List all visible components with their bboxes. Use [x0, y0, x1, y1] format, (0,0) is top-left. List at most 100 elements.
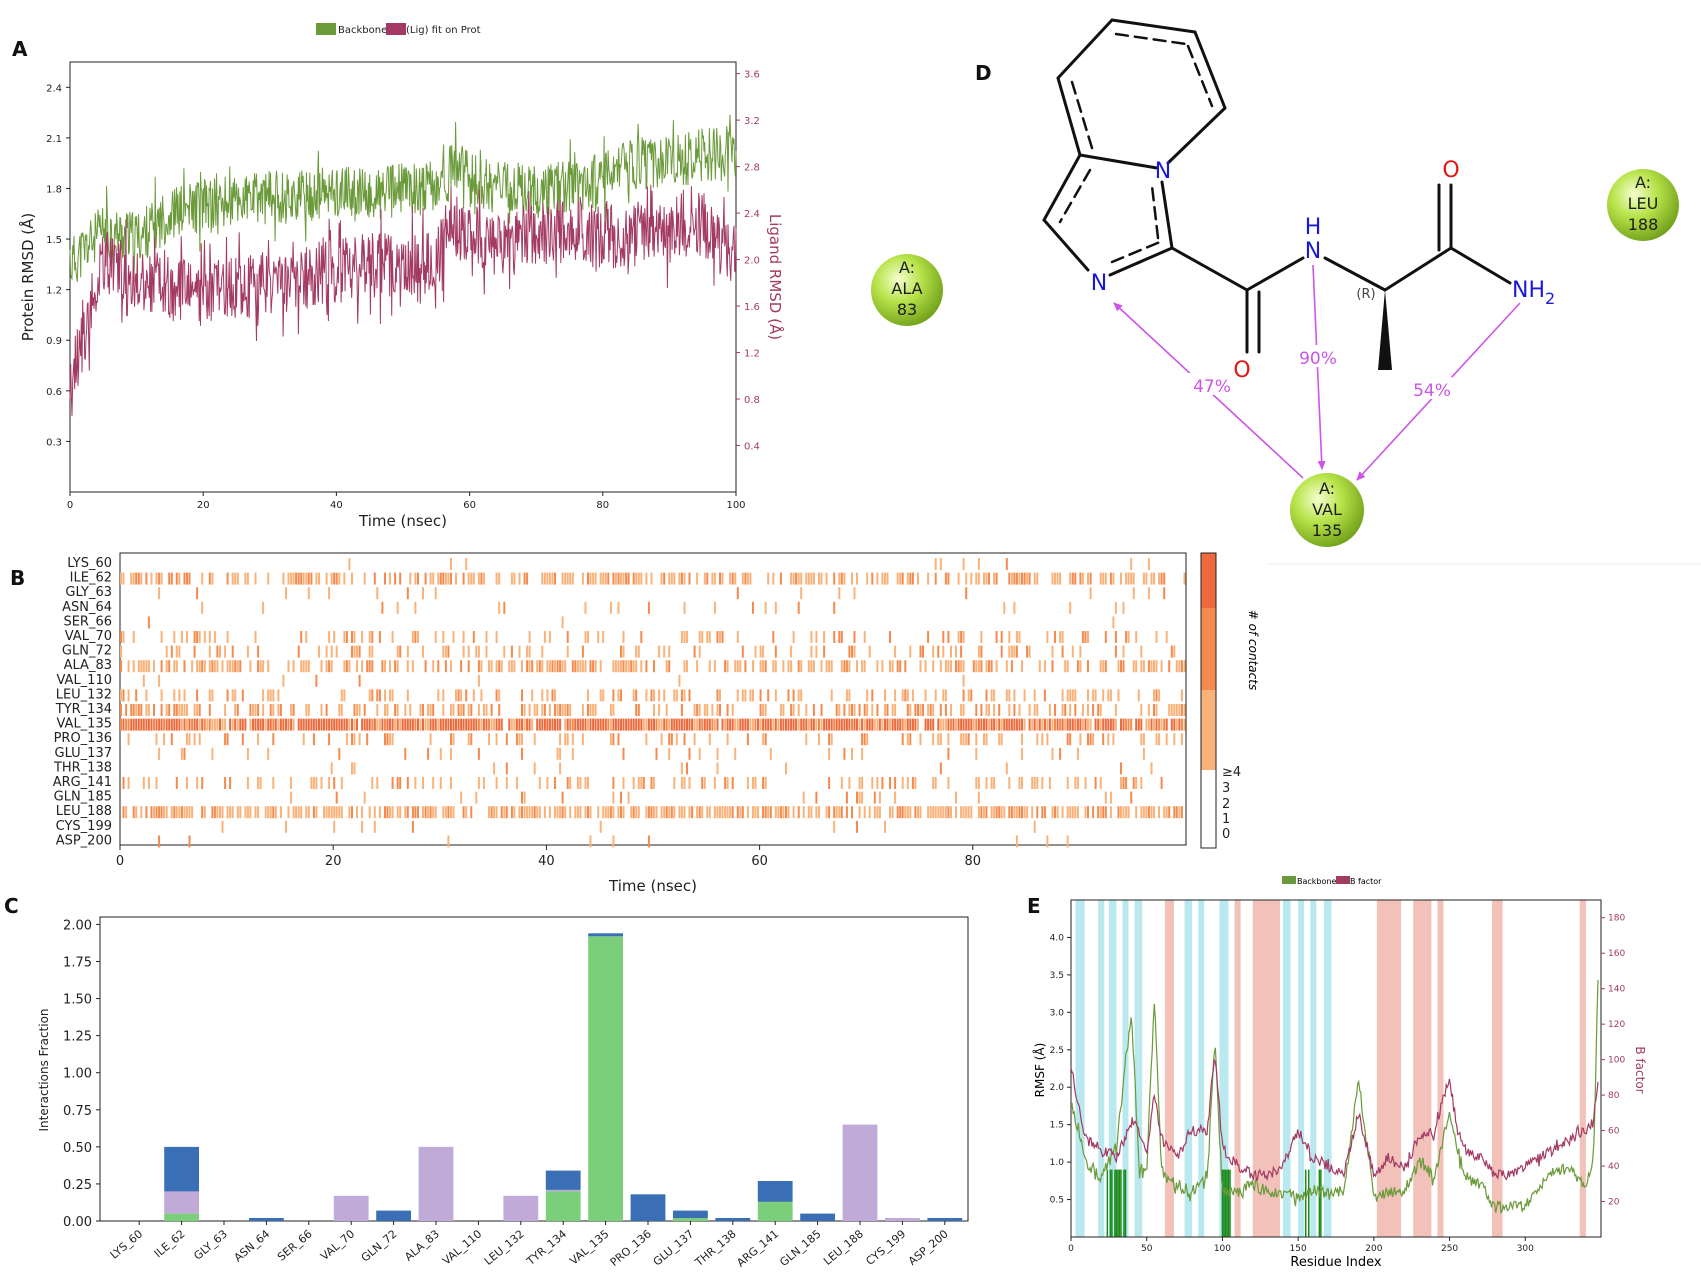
heatmap-contact: [526, 572, 529, 585]
heatmap-contact: [452, 806, 455, 819]
residue-chain: A:: [1319, 479, 1335, 498]
heatmap-contact: [566, 733, 569, 746]
heatmap-contact: [277, 704, 280, 716]
heatmap-contact: [201, 660, 204, 673]
heatmap-contact: [840, 572, 843, 585]
y-tick-label: 0.25: [63, 1178, 92, 1193]
heatmap-contact: [1175, 806, 1178, 819]
atom-o-carbonyl: O: [1442, 158, 1459, 183]
atom-n-ring: N: [1091, 271, 1107, 296]
heatmap-contact: [835, 806, 838, 819]
heatmap-contact: [602, 806, 605, 819]
heatmap-contact: [153, 806, 155, 819]
heatmap-contact: [673, 718, 676, 731]
heatmap-contact: [914, 704, 917, 716]
heatmap-contact: [929, 704, 932, 716]
heatmap-contact: [120, 718, 122, 731]
heatmap-contact: [927, 806, 930, 819]
heatmap-contact: [429, 572, 432, 585]
heatmap-contact: [1175, 660, 1178, 673]
heatmap-contact: [411, 631, 414, 643]
heatmap-contact: [406, 689, 409, 702]
heatmap-contact: [328, 718, 331, 731]
heatmap-contact: [543, 718, 546, 731]
atom-o-amide: O: [1233, 358, 1250, 383]
heatmap-contact: [186, 733, 188, 746]
heatmap-contact: [729, 718, 732, 731]
heatmap-contact: [429, 806, 432, 819]
heatmap-contact: [741, 689, 744, 702]
heatmap-contact: [995, 631, 998, 643]
heatmap-contact: [434, 587, 437, 600]
heatmap-contact: [1180, 733, 1183, 746]
heatmap-contact: [630, 660, 633, 673]
heatmap-contact: [267, 718, 270, 731]
heatmap-contact: [1013, 572, 1016, 585]
heatmap-contact: [579, 718, 582, 731]
heatmap-contact: [1061, 806, 1064, 819]
heatmap-contact: [386, 733, 389, 746]
heatmap-contact: [683, 660, 686, 673]
heatmap-contact: [381, 718, 384, 731]
heatmap-contact: [467, 572, 470, 585]
heatmap-contact: [848, 718, 851, 731]
x-tick-label: 40: [330, 500, 343, 511]
heatmap-contact: [587, 631, 589, 643]
heatmap-contact: [257, 704, 260, 716]
heatmap-contact: [231, 689, 234, 702]
heatmap-contact: [262, 718, 265, 731]
heatmap-contact: [708, 733, 711, 746]
atom-n-bridge: N: [1155, 159, 1171, 184]
heatmap-contact: [561, 791, 564, 804]
heatmap-contact: [391, 806, 394, 819]
x-tick-label: LYS_60: [108, 1227, 145, 1261]
heatmap-contact: [356, 645, 358, 658]
heatmap-contact: [498, 601, 501, 614]
heatmap-contact: [881, 660, 884, 673]
residue-name: LEU: [1628, 194, 1659, 213]
heatmap-contact: [396, 806, 399, 819]
heatmap-contact: [442, 718, 445, 731]
heatmap-contact: [782, 718, 785, 731]
heatmap-contact: [990, 777, 993, 789]
heatmap-contact: [1175, 704, 1178, 716]
heatmap-contact: [579, 777, 582, 789]
x-tick-label: 20: [197, 500, 210, 511]
heatmap-contact: [620, 660, 622, 673]
heatmap-contact: [830, 660, 833, 673]
heatmap-contact: [983, 733, 985, 746]
heatmap-contact: [221, 820, 224, 833]
heatmap-contact: [452, 733, 455, 746]
heatmap-contact: [584, 718, 587, 731]
heatmap-contact: [155, 806, 158, 819]
heatmap-contact: [653, 689, 655, 702]
heatmap-contact: [736, 806, 739, 819]
heatmap-contact: [653, 704, 655, 716]
heatmap-contact: [878, 806, 881, 819]
heatmap-contact: [120, 645, 122, 658]
heatmap-contact: [234, 718, 237, 731]
heatmap-contact: [802, 806, 805, 819]
heatmap-contact: [564, 572, 567, 585]
heatmap-contact: [993, 806, 996, 819]
heatmap-row-label: VAL_110: [56, 673, 112, 688]
heatmap-contact: [307, 718, 310, 731]
heatmap-contact: [609, 718, 612, 731]
heatmap-contact: [384, 704, 386, 716]
heatmap-contact: [556, 806, 559, 819]
heatmap-contact: [434, 718, 437, 731]
heatmap-contact: [620, 572, 622, 585]
heatmap-contact: [597, 806, 600, 819]
bar-hydrophobic: [164, 1191, 199, 1214]
heatmap-contact: [896, 572, 899, 585]
heatmap-contact: [135, 572, 138, 585]
heatmap-contact: [797, 572, 800, 585]
heatmap-contact: [467, 660, 470, 673]
heatmap-contact: [137, 572, 140, 585]
heatmap-contact: [716, 631, 719, 643]
heatmap-contact: [1109, 718, 1112, 731]
heatmap-contact: [297, 718, 300, 731]
heatmap-contact: [569, 572, 572, 585]
heatmap-contact: [612, 791, 615, 804]
heatmap-contact: [518, 645, 521, 658]
